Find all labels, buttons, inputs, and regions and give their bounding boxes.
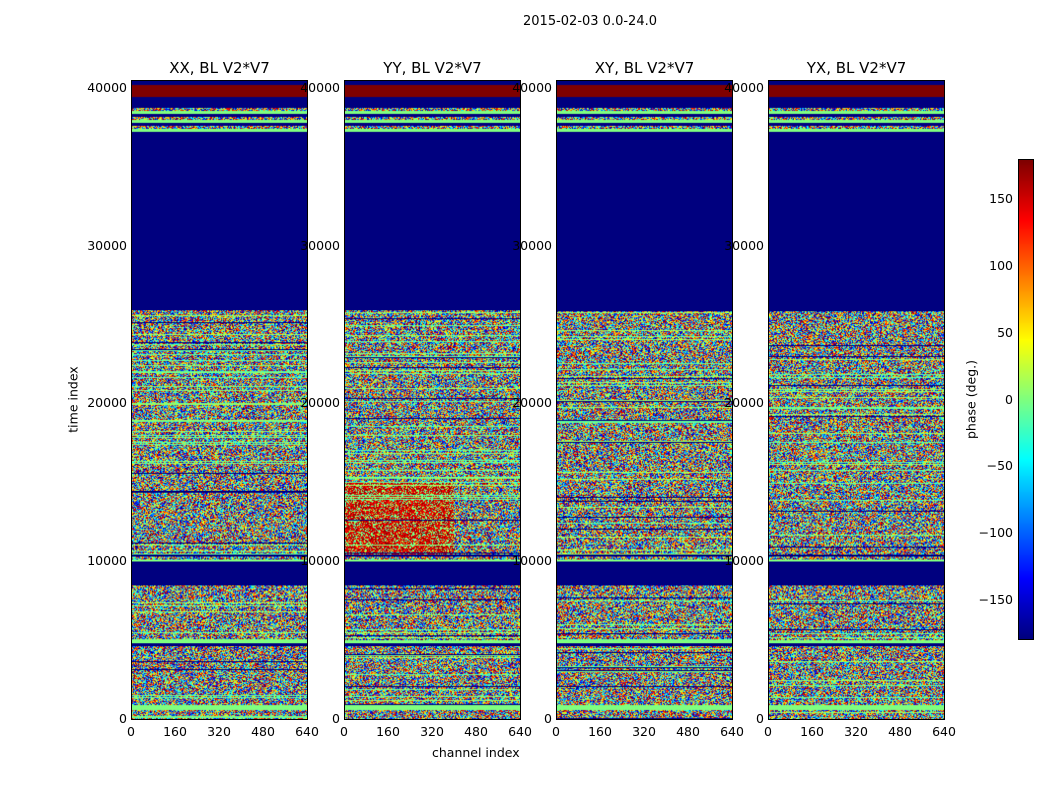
x-tick-label: 160 xyxy=(163,724,187,739)
figure-title: 2015-02-03 0.0-24.0 xyxy=(523,14,657,29)
y-tick-label: 40000 xyxy=(512,79,552,95)
panel-title: XY, BL V2*V7 xyxy=(594,59,695,77)
colorbar-tick-label: −150 xyxy=(978,591,1013,607)
y-tick-label: 10000 xyxy=(87,553,127,569)
y-tick-label: 30000 xyxy=(300,237,340,253)
panel-title: YX, BL V2*V7 xyxy=(806,59,907,77)
x-tick-label: 480 xyxy=(251,724,275,739)
panel-title: YY, BL V2*V7 xyxy=(383,59,482,77)
y-tick-label: 20000 xyxy=(300,395,340,411)
x-tick-label: 480 xyxy=(464,724,488,739)
y-tick-label: 30000 xyxy=(512,237,552,253)
y-tick-label: 20000 xyxy=(724,395,764,411)
colorbar-tick-label: −50 xyxy=(986,458,1013,474)
x-tick-label: 320 xyxy=(207,724,231,739)
x-tick-label: 640 xyxy=(295,724,319,739)
y-tick-label: 40000 xyxy=(300,79,340,95)
colorbar xyxy=(1018,159,1034,640)
heatmap-panel xyxy=(344,80,521,720)
y-tick-label: 20000 xyxy=(512,395,552,411)
y-tick-label: 20000 xyxy=(87,395,127,411)
x-tick-label: 320 xyxy=(632,724,656,739)
x-tick-label: 0 xyxy=(764,724,772,739)
y-tick-label: 10000 xyxy=(512,553,552,569)
heatmap-panel xyxy=(768,80,945,720)
y-tick-label: 40000 xyxy=(87,79,127,95)
x-tick-label: 0 xyxy=(340,724,348,739)
x-tick-label: 480 xyxy=(676,724,700,739)
x-tick-label: 0 xyxy=(552,724,560,739)
colorbar-tick-label: −100 xyxy=(978,525,1013,541)
colorbar-tick-label: 50 xyxy=(997,324,1013,340)
x-tick-label: 160 xyxy=(376,724,400,739)
y-tick-label: 40000 xyxy=(724,79,764,95)
x-tick-label: 640 xyxy=(932,724,956,739)
y-tick-label: 0 xyxy=(119,711,127,726)
y-tick-label: 0 xyxy=(332,711,340,726)
x-tick-label: 160 xyxy=(800,724,824,739)
heatmap-panel xyxy=(556,80,733,720)
heatmap-panel xyxy=(131,80,308,720)
x-tick-label: 640 xyxy=(508,724,532,739)
x-tick-label: 320 xyxy=(844,724,868,739)
x-tick-label: 640 xyxy=(720,724,744,739)
x-tick-label: 320 xyxy=(420,724,444,739)
y-tick-label: 0 xyxy=(756,711,764,726)
y-tick-label: 30000 xyxy=(724,237,764,253)
y-tick-label: 10000 xyxy=(300,553,340,569)
colorbar-tick-label: 150 xyxy=(989,191,1013,207)
colorbar-tick-label: 100 xyxy=(989,257,1013,273)
y-tick-label: 30000 xyxy=(87,237,127,253)
y-tick-label: 0 xyxy=(544,711,552,726)
x-tick-label: 0 xyxy=(127,724,135,739)
x-axis-label: channel index xyxy=(432,745,520,760)
colorbar-tick-label: 0 xyxy=(1005,391,1013,407)
panel-title: XX, BL V2*V7 xyxy=(169,59,270,77)
x-tick-label: 160 xyxy=(588,724,612,739)
y-tick-label: 10000 xyxy=(724,553,764,569)
x-tick-label: 480 xyxy=(888,724,912,739)
